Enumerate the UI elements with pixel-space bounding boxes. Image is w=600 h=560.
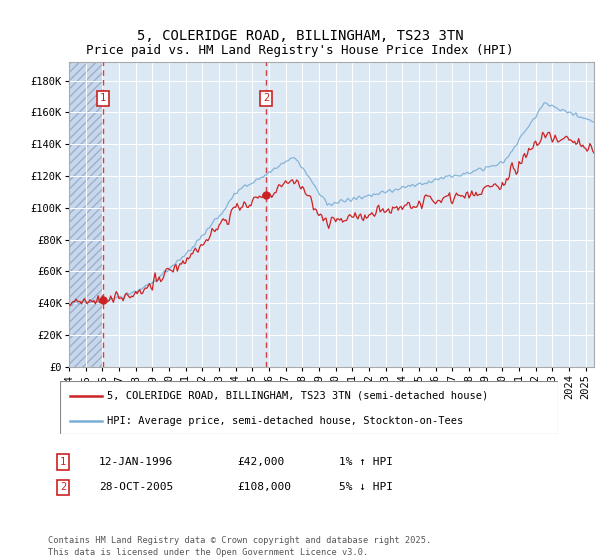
Text: 1: 1 bbox=[60, 457, 66, 467]
Text: £108,000: £108,000 bbox=[237, 482, 291, 492]
Text: Price paid vs. HM Land Registry's House Price Index (HPI): Price paid vs. HM Land Registry's House … bbox=[86, 44, 514, 57]
Text: 5, COLERIDGE ROAD, BILLINGHAM, TS23 3TN (semi-detached house): 5, COLERIDGE ROAD, BILLINGHAM, TS23 3TN … bbox=[107, 391, 488, 401]
Text: 5, COLERIDGE ROAD, BILLINGHAM, TS23 3TN: 5, COLERIDGE ROAD, BILLINGHAM, TS23 3TN bbox=[137, 29, 463, 44]
Text: HPI: Average price, semi-detached house, Stockton-on-Tees: HPI: Average price, semi-detached house,… bbox=[107, 416, 464, 426]
Bar bbox=[69, 62, 103, 367]
FancyBboxPatch shape bbox=[60, 381, 558, 434]
Text: 1: 1 bbox=[100, 93, 106, 103]
Text: 2: 2 bbox=[263, 93, 269, 103]
Text: £42,000: £42,000 bbox=[237, 457, 284, 467]
Text: 2: 2 bbox=[60, 482, 66, 492]
Text: 28-OCT-2005: 28-OCT-2005 bbox=[99, 482, 173, 492]
Text: Contains HM Land Registry data © Crown copyright and database right 2025.
This d: Contains HM Land Registry data © Crown c… bbox=[48, 536, 431, 557]
Text: 12-JAN-1996: 12-JAN-1996 bbox=[99, 457, 173, 467]
Text: 1% ↑ HPI: 1% ↑ HPI bbox=[339, 457, 393, 467]
Text: 5% ↓ HPI: 5% ↓ HPI bbox=[339, 482, 393, 492]
